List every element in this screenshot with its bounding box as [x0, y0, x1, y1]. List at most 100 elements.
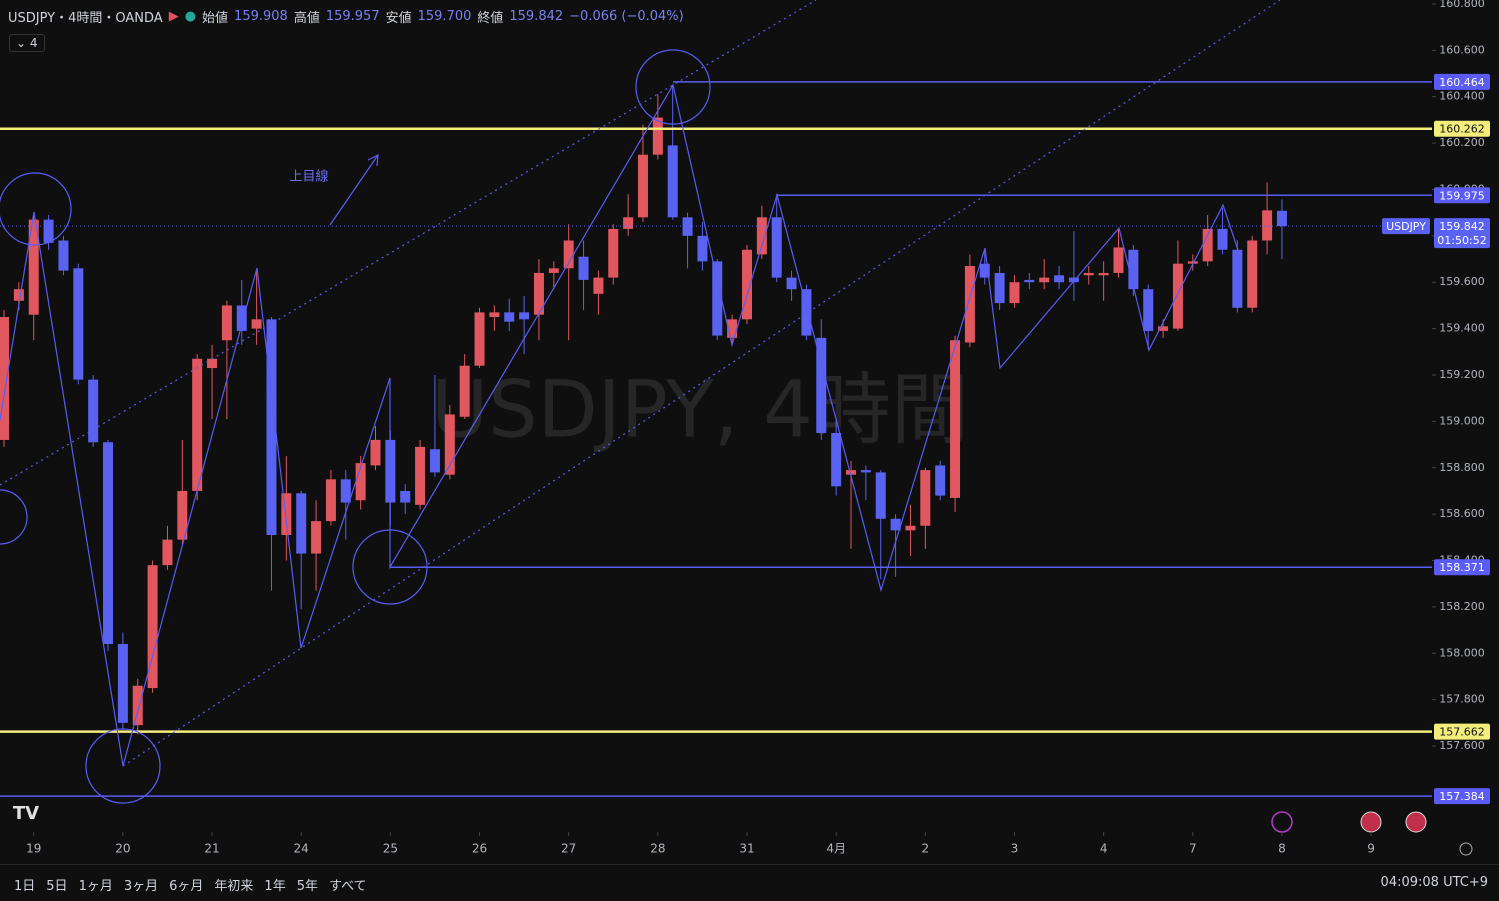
- y-tick-label: 158.800: [1439, 461, 1485, 474]
- candle-body: [771, 217, 782, 278]
- candle-body: [177, 490, 188, 540]
- last-price-tag: [1434, 218, 1490, 249]
- close-value: 159.842: [509, 9, 564, 24]
- candle-body: [742, 249, 752, 320]
- range-button[interactable]: 1ヶ月: [78, 879, 113, 894]
- circle: [0, 489, 28, 545]
- open-label: 始値: [202, 11, 229, 26]
- indicator-toggle[interactable]: ⌄ 4: [9, 34, 45, 52]
- x-tick-label: 20: [115, 842, 130, 856]
- flag: ▶: [168, 9, 179, 24]
- level-tag: [1434, 187, 1490, 204]
- symbol: USDJPY・4時間・OANDA: [8, 11, 163, 26]
- y-tick-label: 160.800: [1439, 0, 1485, 10]
- candle-body: [429, 449, 440, 473]
- candle-body: [920, 470, 931, 526]
- candle-body: [1276, 210, 1287, 227]
- candle-body: [637, 154, 648, 218]
- x-tick-label: 9: [1367, 842, 1375, 856]
- candle-body: [474, 312, 485, 366]
- event-icon: [1360, 811, 1382, 833]
- y-tick-label: 157.600: [1439, 739, 1485, 752]
- x-tick-label: 31: [739, 842, 754, 856]
- y-tick-label: 159.200: [1439, 368, 1485, 381]
- range-button[interactable]: 5年: [296, 879, 318, 894]
- range-button[interactable]: すべて: [328, 879, 367, 894]
- watermark: USDJPY, 4時間: [431, 365, 969, 455]
- candle-body: [593, 277, 604, 294]
- range-button[interactable]: 6ヶ月: [169, 879, 204, 894]
- candle-body: [905, 525, 916, 531]
- candle-body: [890, 518, 901, 531]
- candle-body: [979, 263, 990, 278]
- candle-body: [608, 228, 619, 278]
- low-value: 159.700: [417, 9, 472, 24]
- level-tag: [1434, 723, 1490, 740]
- candle-body: [88, 379, 99, 443]
- event-icon: [1405, 811, 1427, 833]
- candle-body: [1143, 289, 1154, 331]
- candle-body: [1202, 228, 1213, 262]
- countdown: 01:50:52: [1437, 234, 1486, 247]
- x-tick-label: 2: [921, 842, 929, 856]
- candle-body: [147, 565, 158, 689]
- header: USDJPY・4時間・OANDA ▶ ● 始値 159.908 高値 159.957…: [8, 7, 684, 26]
- y-tick-label: 159.400: [1439, 322, 1485, 335]
- y-tick-label: 158.000: [1439, 646, 1485, 659]
- candle-body: [43, 219, 54, 243]
- candle-body: [103, 442, 114, 645]
- candle-body: [801, 289, 812, 336]
- last-name-tag: [1382, 218, 1430, 235]
- candle-body: [816, 337, 827, 433]
- candle-body: [1068, 277, 1079, 283]
- candle-body: [1039, 277, 1050, 283]
- candle-body: [281, 493, 292, 536]
- candle-body: [1217, 228, 1228, 250]
- candle-body: [1232, 249, 1243, 308]
- candle-body: [682, 217, 693, 236]
- candle-body: [192, 358, 203, 491]
- circle: [0, 172, 72, 246]
- level-tag: [1434, 559, 1490, 576]
- x-tick-label: 26: [472, 842, 487, 856]
- level-label: 160.464: [1439, 76, 1485, 89]
- candle-body: [1024, 279, 1035, 283]
- y-tick-label: 160.200: [1439, 136, 1485, 149]
- y-tick-label: 160.400: [1439, 90, 1485, 103]
- indicator-count: 4: [29, 36, 38, 50]
- candle-body: [117, 644, 128, 723]
- candle-body: [727, 319, 738, 338]
- clock: 04:09:08 UTC+9: [1380, 875, 1488, 890]
- x-tick-label: 28: [650, 842, 665, 856]
- range-button[interactable]: 1日: [14, 879, 36, 894]
- event-icon: [1271, 811, 1293, 833]
- candle-body: [950, 340, 961, 498]
- range-button[interactable]: 年初来: [214, 879, 254, 894]
- candle-body: [548, 268, 559, 273]
- x-tick-label: 27: [561, 842, 576, 856]
- candle-body: [1187, 261, 1198, 264]
- change: −0.066 (−0.04%): [569, 9, 684, 24]
- y-tick-label: 158.600: [1439, 507, 1485, 520]
- chart: USDJPY, 4時間 上目線 TV 160.800 160.600 160.400…: [0, 0, 1490, 856]
- candle-body: [370, 439, 381, 466]
- candle-body: [311, 521, 322, 554]
- channel-upper: [0, 0, 817, 486]
- range-button[interactable]: 3ヶ月: [123, 879, 159, 894]
- candle-body: [935, 465, 946, 496]
- candle-body: [251, 319, 262, 329]
- candle-body: [1098, 272, 1109, 276]
- candle-body: [1247, 240, 1258, 308]
- candle-body: [578, 256, 589, 280]
- candle-body: [831, 432, 842, 487]
- range-button[interactable]: 1年: [264, 879, 286, 894]
- last-name: USDJPY: [1386, 220, 1426, 233]
- x-tick-label: 7: [1189, 842, 1197, 856]
- x-tick-label: 21: [204, 842, 219, 856]
- footer: 1日 5日 1ヶ月 3ヶ月 6ヶ月 年初来 1年 5年 すべて 04:09:08 UTC+9: [0, 864, 1499, 901]
- last-price-label: 159.842: [1439, 220, 1485, 233]
- range-button[interactable]: 5日: [46, 879, 68, 894]
- y-tick-label: 159.000: [1439, 414, 1485, 427]
- level-label: 158.371: [1439, 561, 1485, 574]
